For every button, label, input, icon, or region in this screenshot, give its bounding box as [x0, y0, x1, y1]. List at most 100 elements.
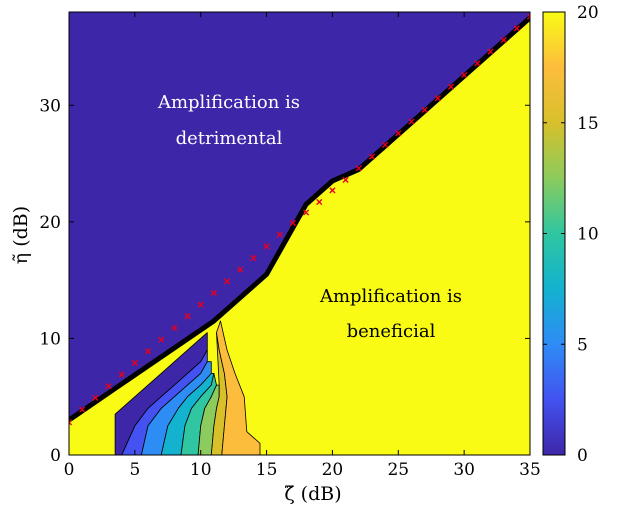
- marker-35-a: [526, 13, 530, 18]
- marker-5-b: [131, 359, 138, 366]
- marker-30: [461, 71, 468, 79]
- marker-0-b: [69, 419, 73, 424]
- colorbar: 0 5 10 15 20: [542, 3, 599, 466]
- annotation-beneficial-line1: Amplification is: [319, 286, 462, 307]
- marker-31-b: [474, 60, 481, 67]
- marker-1: [79, 406, 86, 413]
- marker-7: [158, 336, 165, 343]
- marker-22-b: [355, 165, 362, 172]
- marker-11: [210, 289, 217, 297]
- marker-0: [69, 419, 73, 426]
- marker-30-b: [461, 71, 468, 79]
- marker-35-b: [526, 15, 530, 20]
- marker-13-b: [237, 266, 244, 273]
- marker-25-b: [395, 130, 402, 137]
- y-tick-label-0: 0: [50, 446, 61, 466]
- marker-6-b: [144, 348, 152, 355]
- x-tick-label-25: 25: [387, 460, 409, 480]
- marker-15-b: [263, 243, 270, 250]
- marker-29-b: [447, 83, 455, 90]
- marker-24-b: [382, 141, 389, 148]
- marker-23: [368, 153, 376, 160]
- y-axis-label: η̃ (dB): [10, 206, 32, 264]
- marker-34: [513, 25, 520, 32]
- contour-band-18: [216, 320, 261, 455]
- x-tick-label-15: 15: [256, 460, 278, 480]
- colorbar-tick-label-20: 20: [577, 3, 599, 23]
- annotation-detrimental-line2: detrimental: [176, 128, 283, 149]
- marker-9: [184, 313, 191, 320]
- marker-19-b: [316, 198, 323, 206]
- x-axis-label: ζ̃ (dB): [284, 483, 341, 505]
- marker-6: [144, 348, 152, 355]
- marker-17-b: [289, 219, 297, 227]
- marker-13: [237, 266, 244, 273]
- marker-0-a: [69, 421, 73, 426]
- plot-area: [69, 12, 530, 455]
- marker-3-b: [105, 383, 112, 390]
- marker-27: [421, 106, 428, 114]
- marker-3: [105, 383, 112, 390]
- x-tick-label-20: 20: [322, 460, 344, 480]
- marker-23-b: [368, 153, 376, 160]
- marker-16: [276, 231, 283, 238]
- y-tick-label-30: 30: [39, 96, 61, 116]
- marker-29: [447, 83, 455, 90]
- marker-22: [355, 165, 362, 172]
- plot-frame: [68, 11, 531, 456]
- x-tick-label-30: 30: [453, 460, 475, 480]
- axes: 0 5 10 15 20 25 30 35 0 10 20 30: [39, 11, 541, 480]
- marker-21: [342, 176, 349, 183]
- marker-8-b: [171, 324, 178, 332]
- colorbar-tick-label-10: 10: [577, 225, 599, 245]
- x-tick-label-35: 35: [519, 460, 541, 480]
- marker-21-b: [342, 176, 349, 183]
- marker-17: [289, 219, 297, 227]
- boundary-line: [69, 15, 530, 423]
- marker-26: [408, 118, 415, 125]
- marker-12-b: [223, 278, 231, 285]
- marker-27-b: [421, 106, 428, 114]
- marker-2-b: [92, 394, 99, 401]
- x-tick-label-0: 0: [64, 460, 75, 480]
- marker-33: [500, 36, 507, 44]
- marker-9-b: [184, 313, 191, 320]
- x-tick-label-5: 5: [129, 460, 140, 480]
- marker-10-b: [197, 301, 204, 308]
- marker-5: [131, 359, 138, 366]
- marker-12: [223, 278, 231, 285]
- marker-7-b: [158, 336, 165, 343]
- marker-20: [329, 187, 336, 194]
- marker-32: [487, 48, 494, 55]
- marker-26-b: [408, 118, 415, 125]
- marker-8: [171, 324, 178, 332]
- marker-18-b: [302, 209, 310, 216]
- marker-11-b: [210, 289, 217, 297]
- y-tick-label-20: 20: [39, 213, 61, 233]
- marker-20-b: [329, 187, 336, 194]
- annotation-beneficial-line2: beneficial: [347, 321, 436, 342]
- annotation-detrimental-line1: Amplification is: [157, 92, 300, 113]
- colorbar-tick-label-0: 0: [577, 446, 588, 466]
- colorbar-tick-label-5: 5: [577, 335, 588, 355]
- marker-16-b: [276, 231, 283, 238]
- marker-34-b: [513, 25, 520, 32]
- marker-4-b: [118, 371, 125, 378]
- marker-31: [474, 60, 481, 67]
- marker-10: [197, 301, 204, 308]
- marker-14: [250, 254, 257, 262]
- marker-24: [382, 141, 389, 148]
- marker-33-b: [500, 36, 507, 44]
- x-tick-label-10: 10: [190, 460, 212, 480]
- colorbar-tick-label-15: 15: [577, 114, 599, 134]
- y-tick-label-10: 10: [39, 329, 61, 349]
- marker-14-b: [250, 254, 257, 262]
- marker-15: [263, 243, 270, 250]
- plot-clipped-group: [69, 12, 530, 455]
- marker-25: [395, 130, 402, 137]
- marker-4: [118, 371, 125, 378]
- marker-32-b: [487, 48, 494, 55]
- marker-19: [316, 198, 323, 206]
- marker-35: [526, 13, 530, 20]
